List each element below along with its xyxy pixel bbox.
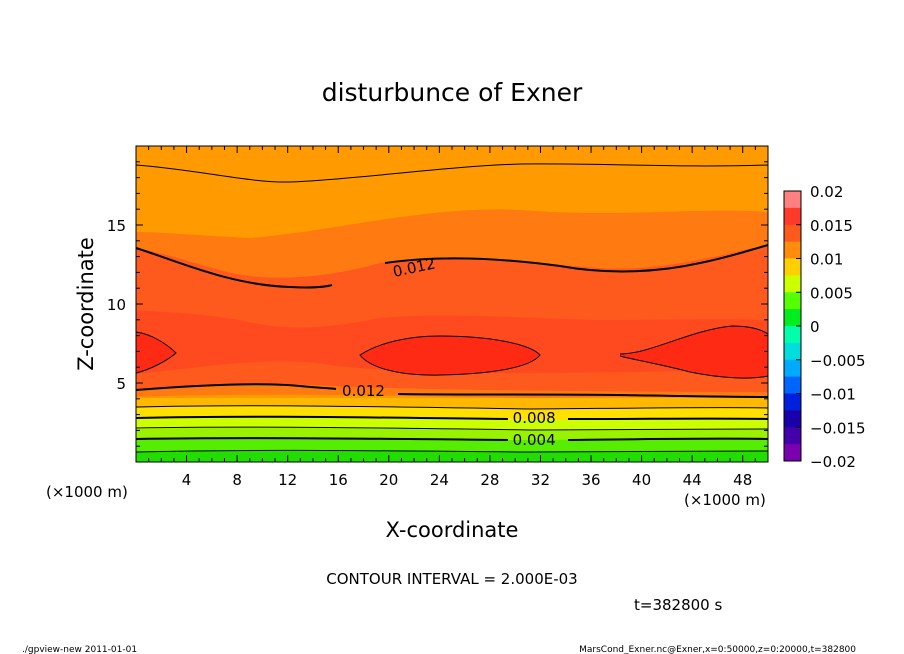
colorbar-swatch <box>784 427 801 445</box>
x-unit-right: (×1000 m) <box>684 491 766 509</box>
colorbar-swatch <box>784 326 801 344</box>
colorbar-swatch <box>784 359 801 378</box>
footer-right: MarsCond_Exner.nc@Exner,x=0:50000,z=0:20… <box>579 645 856 654</box>
x-unit-left: (×1000 m) <box>46 483 128 501</box>
contour-line-0.004 <box>135 437 769 441</box>
contour-lines <box>135 163 769 453</box>
colorbar-swatch <box>784 224 801 243</box>
band-1 <box>136 438 768 452</box>
x-tick-label: 36 <box>581 471 600 489</box>
x-tick-label: 48 <box>733 471 752 489</box>
contour-line <box>619 325 769 379</box>
y-tick-label: 10 <box>107 296 126 314</box>
contour-interval: CONTOUR INTERVAL = 2.000E-03 <box>326 570 577 588</box>
x-tick-label: 20 <box>379 471 398 489</box>
band-2 <box>136 427 768 440</box>
colorbar-swatch <box>784 309 801 327</box>
band-10b <box>360 336 540 376</box>
x-tick-label: 40 <box>632 471 651 489</box>
y-tick-label: 15 <box>107 217 126 235</box>
contour-line <box>359 335 541 376</box>
colorbar-swatch <box>784 207 801 226</box>
colorbar-swatch <box>784 393 801 411</box>
footer-left: ./gpview-new 2011-01-01 <box>22 645 137 654</box>
colorbar-swatch <box>784 342 801 361</box>
colorbar-swatch <box>784 241 801 259</box>
x-axis-label: X-coordinate <box>386 518 519 542</box>
contour-line <box>135 449 769 453</box>
colorbar-label: −0.01 <box>810 386 856 404</box>
colorbar: 0.02 0.015 0.01 0.005 0 −0.005 −0.01 −0.015 −0.0… <box>783 183 866 471</box>
band-10c <box>620 326 768 379</box>
x-tick-label: 32 <box>531 471 550 489</box>
x-tick-label: 12 <box>278 471 297 489</box>
colorbar-label: 0.01 <box>810 251 843 269</box>
x-tick-label: 24 <box>430 471 449 489</box>
colorbar-label: −0.02 <box>810 453 856 471</box>
x-axis: 4 8 12 16 20 24 28 32 36 40 44 48 <box>148 146 756 489</box>
x-tick-label: 44 <box>683 471 702 489</box>
colorbar-swatch <box>784 191 801 209</box>
chart-title: disturbunce of Exner <box>322 78 583 107</box>
band-10a <box>136 332 176 373</box>
contour-label: 0.012 <box>342 382 385 400</box>
contour-line <box>135 331 177 374</box>
y-axis: 5 10 15 <box>107 161 768 447</box>
colorbar-swatch <box>784 258 801 276</box>
colorbar-swatch <box>784 376 801 394</box>
x-tick-label: 8 <box>232 471 242 489</box>
colorbar-label: 0.02 <box>810 183 843 201</box>
contour-line <box>135 405 769 410</box>
contour-line-0.012-upper <box>135 244 769 289</box>
x-tick-label: 4 <box>182 471 192 489</box>
contour-line <box>135 426 769 431</box>
colorbar-swatch <box>784 292 801 310</box>
x-tick-label: 28 <box>480 471 499 489</box>
x-tick-label: 16 <box>329 471 348 489</box>
band-3 <box>136 416 768 430</box>
colorbar-swatch <box>784 410 801 428</box>
colorbar-label: −0.015 <box>810 419 866 437</box>
colorbar-label: 0.005 <box>810 284 853 302</box>
y-axis-label: Z-coordinate <box>74 237 98 371</box>
band-0 <box>136 451 768 462</box>
y-tick-label: 5 <box>116 375 126 393</box>
colorbar-swatch <box>784 275 801 293</box>
colorbar-label: −0.005 <box>810 352 866 370</box>
time-label: t=382800 s <box>634 596 722 614</box>
colorbar-label: 0 <box>810 318 820 336</box>
contour-line <box>135 163 769 183</box>
contour-line-0.012-lower <box>135 383 769 398</box>
contour-line-0.008 <box>135 415 769 420</box>
contour-label: 0.004 <box>513 431 556 449</box>
contour-label: 0.008 <box>513 409 556 427</box>
colorbar-label: 0.015 <box>810 217 853 235</box>
colorbar-swatch <box>784 444 801 462</box>
